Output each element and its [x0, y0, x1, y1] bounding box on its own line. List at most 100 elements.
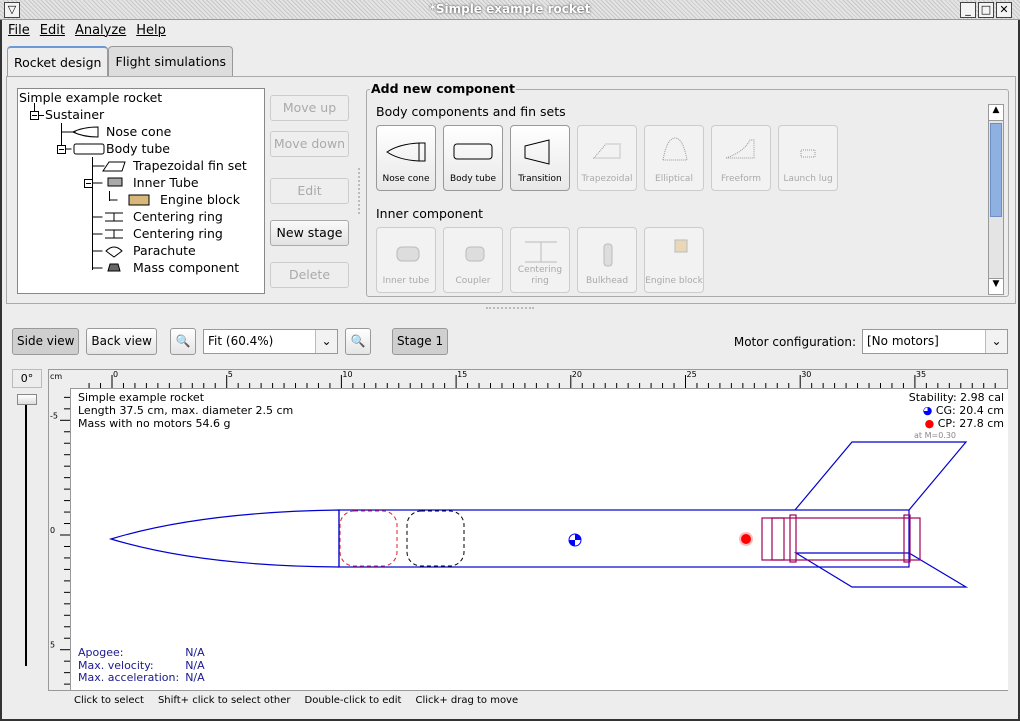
add-transition-button[interactable]: Transition	[510, 125, 570, 191]
tree-item-body-tube[interactable]: Body tube	[106, 141, 170, 156]
elliptical-fin-icon	[662, 137, 688, 161]
tree-item-mass-component[interactable]: Mass component	[133, 260, 240, 275]
tree-item-engine-block[interactable]: Engine block	[160, 192, 240, 207]
add-elliptical-button[interactable]: Elliptical	[644, 125, 704, 191]
tab-flight-simulations[interactable]: Flight simulations	[108, 46, 234, 76]
menu-file[interactable]: File	[8, 23, 30, 38]
rocket-figure[interactable]	[70, 388, 1008, 690]
max-velocity-value: N/A	[185, 658, 205, 672]
zoom-out-button[interactable]: 🔍	[170, 328, 196, 355]
centering-ring-icon	[525, 241, 557, 263]
hint-move: Click+ drag to move	[415, 695, 519, 706]
menu-edit[interactable]: Edit	[39, 23, 65, 38]
add-engine-block-button[interactable]: Engine block	[644, 227, 704, 293]
delete-button[interactable]: Delete	[270, 262, 349, 288]
bulkhead-icon	[603, 243, 613, 267]
stage-1-button[interactable]: Stage 1	[392, 328, 449, 355]
status-bar: Click to select Shift+ click to select o…	[74, 695, 518, 706]
split-pane-handle[interactable]	[486, 307, 534, 311]
max-acceleration-value: N/A	[185, 671, 205, 684]
window-menu-button[interactable]: ▽	[4, 2, 20, 18]
menu-bar: File Edit Analyze Help	[8, 23, 166, 38]
cg-icon: ◕	[922, 404, 936, 417]
tree-item-nose-cone[interactable]: Nose cone	[106, 124, 172, 139]
tree-root[interactable]: Simple example rocket	[19, 90, 163, 105]
freeform-fin-icon	[725, 139, 755, 159]
title-bar	[0, 0, 1020, 20]
tree-item-inner-tube[interactable]: Inner Tube	[133, 175, 199, 190]
coupler-icon	[465, 246, 485, 262]
hint-select-other: Shift+ click to select other	[157, 695, 291, 706]
minimize-button[interactable]: _	[960, 2, 976, 18]
ruler-unit: cm	[50, 372, 63, 381]
add-inner-tube-button[interactable]: Inner tube	[376, 227, 436, 293]
rocket-dimensions: Length 37.5 cm, max. diameter 2.5 cm	[78, 404, 294, 417]
zoom-select[interactable]: Fit (60.4%) ⌄	[203, 329, 338, 354]
flight-info: Apogee: N/A Max. velocity: N/A Max. acce…	[78, 646, 205, 685]
inner-section-label: Inner component	[376, 206, 484, 221]
hint-select: Click to select	[74, 695, 144, 706]
add-freeform-button[interactable]: Freeform	[711, 125, 771, 191]
edit-button[interactable]: Edit	[270, 178, 349, 204]
motor-config-label: Motor configuration:	[733, 334, 856, 349]
tree-item-fin-set[interactable]: Trapezoidal fin set	[133, 158, 247, 173]
trapezoidal-fin-icon	[592, 143, 621, 159]
zoom-in-button[interactable]: 🔍	[345, 328, 371, 355]
rotation-slider-thumb[interactable]	[17, 394, 37, 405]
body-tube-icon	[453, 143, 493, 160]
tree-lines	[30, 103, 150, 272]
view-toolbar: Side view Back view 🔍 Fit (60.4%) ⌄ 🔍 Sta…	[12, 328, 449, 355]
window-frame	[0, 20, 1020, 721]
add-trapezoidal-button[interactable]: Trapezoidal	[577, 125, 637, 191]
component-tree[interactable]: Simple example rocket Sustainer Nose con…	[17, 88, 265, 294]
add-centering-ring-button[interactable]: Centering ring	[510, 227, 570, 293]
menu-help[interactable]: Help	[136, 23, 166, 38]
close-button[interactable]: ✕	[996, 2, 1012, 18]
zoom-in-icon: 🔍	[350, 334, 366, 348]
tree-item-centering-ring[interactable]: Centering ring	[133, 209, 223, 224]
move-up-button[interactable]: Move up	[270, 95, 349, 121]
stability-value: Stability: 2.98 cal	[908, 391, 1004, 404]
split-handle[interactable]	[358, 168, 362, 214]
back-view-button[interactable]: Back view	[86, 328, 157, 355]
engine-block-icon	[674, 239, 688, 253]
add-component-title: Add new component	[370, 81, 517, 96]
rocket-mass: Mass with no motors 54.6 g	[78, 417, 231, 430]
window-title: *Simple example rocket	[429, 2, 591, 16]
maximize-button[interactable]: □	[978, 2, 994, 18]
hint-edit: Double-click to edit	[304, 695, 402, 706]
inner-tube-icon	[396, 246, 420, 262]
motor-config-select[interactable]: [No motors] ⌄	[862, 329, 1008, 354]
side-view-button[interactable]: Side view	[12, 328, 80, 355]
add-body-tube-button[interactable]: Body tube	[443, 125, 503, 191]
mach-note: at M=0.30	[914, 431, 956, 440]
new-stage-button[interactable]: New stage	[270, 220, 349, 246]
tree-item-centering-ring[interactable]: Centering ring	[133, 226, 223, 241]
scroll-down-icon[interactable]: ▼	[989, 278, 1003, 294]
main-tabs: Rocket design Flight simulations	[7, 46, 234, 76]
tab-rocket-design[interactable]: Rocket design	[7, 46, 109, 76]
scroll-thumb[interactable]	[990, 123, 1002, 217]
zoom-out-icon: 🔍	[175, 334, 191, 348]
add-nose-cone-button[interactable]: Nose cone	[376, 125, 436, 191]
scroll-up-icon[interactable]: ▲	[989, 105, 1003, 121]
component-scrollbar[interactable]: ▲ ▼	[988, 104, 1004, 295]
chevron-down-icon: ⌄	[315, 330, 337, 353]
tree-item-parachute[interactable]: Parachute	[133, 243, 196, 258]
move-down-button[interactable]: Move down	[270, 131, 349, 157]
cp-icon: ●	[924, 417, 938, 430]
cp-value: ● CP: 27.8 cm	[924, 417, 1004, 430]
motor-config-bar: Motor configuration: [No motors] ⌄	[734, 329, 1008, 354]
apogee-value: N/A	[185, 646, 205, 659]
rotation-slider-track[interactable]	[25, 400, 27, 666]
rocket-name: Simple example rocket	[78, 391, 205, 404]
add-coupler-button[interactable]: Coupler	[443, 227, 503, 293]
body-section-label: Body components and fin sets	[376, 104, 566, 119]
chevron-down-icon: ⌄	[985, 330, 1007, 353]
add-bulkhead-button[interactable]: Bulkhead	[577, 227, 637, 293]
apogee-label: Apogee:	[78, 646, 124, 659]
tree-item-sustainer[interactable]: Sustainer	[45, 107, 105, 122]
menu-analyze[interactable]: Analyze	[74, 23, 127, 38]
add-launch-lug-button[interactable]: Launch lug	[778, 125, 838, 191]
max-acceleration-label: Max. acceleration:	[78, 671, 180, 684]
